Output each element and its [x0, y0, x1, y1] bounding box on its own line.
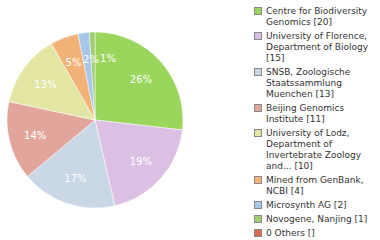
legend-swatch	[254, 201, 262, 209]
legend-item: Novogene, Nanjing [1]	[254, 214, 378, 225]
slice	[89, 32, 95, 120]
data-label: 14%	[24, 130, 46, 141]
legend-swatch	[254, 68, 262, 76]
legend-label: University of Florence, Department of Bi…	[266, 31, 378, 64]
legend-swatch	[254, 129, 262, 137]
data-label: 26%	[130, 74, 152, 85]
legend-swatch	[254, 229, 262, 237]
legend-item: Centre for Biodiversity Genomics [20]	[254, 6, 378, 28]
pie-area: 26% 19% 17% 14% 13% 5%2%1%	[0, 0, 200, 240]
legend: Centre for Biodiversity Genomics [20] Uni…	[254, 6, 378, 240]
legend-swatch	[254, 32, 262, 40]
legend-label: Novogene, Nanjing [1]	[266, 214, 378, 225]
data-label: 19%	[130, 156, 152, 167]
legend-item: University of Florence, Department of Bi…	[254, 31, 378, 64]
data-label: 5%	[66, 57, 82, 68]
slices	[7, 32, 183, 208]
slice	[78, 32, 95, 120]
legend-swatch	[254, 176, 262, 184]
legend-swatch	[254, 7, 262, 15]
legend-item: SNSB, Zoologische Staatssammlung Muenche…	[254, 67, 378, 100]
legend-label: SNSB, Zoologische Staatssammlung Muenche…	[266, 67, 378, 100]
legend-label: Beijing Genomics Institute [11]	[266, 103, 378, 125]
data-labels: 26% 19% 17% 14% 13% 5%2%1%	[24, 53, 152, 184]
data-label: 13%	[34, 79, 56, 90]
data-label: 17%	[64, 173, 86, 184]
legend-label: Microsynth AG [2]	[266, 200, 378, 211]
legend-item: Microsynth AG [2]	[254, 200, 378, 211]
legend-item: Beijing Genomics Institute [11]	[254, 103, 378, 125]
legend-label: Mined from GenBank, NCBI [4]	[266, 175, 378, 197]
legend-swatch	[254, 215, 262, 223]
legend-swatch	[254, 104, 262, 112]
legend-item: 0 Others []	[254, 228, 378, 239]
legend-item: University of Lodz, Department of Invert…	[254, 128, 378, 172]
data-label: 2%	[83, 54, 99, 65]
legend-label: University of Lodz, Department of Invert…	[266, 128, 378, 172]
slice	[95, 32, 183, 130]
chart: 26% 19% 17% 14% 13% 5%2%1% Centre for Biodive…	[0, 0, 380, 240]
legend-item: Mined from GenBank, NCBI [4]	[254, 175, 378, 197]
data-label: 1%	[100, 53, 116, 64]
legend-label: 0 Others []	[266, 228, 378, 239]
legend-label: Centre for Biodiversity Genomics [20]	[266, 6, 378, 28]
